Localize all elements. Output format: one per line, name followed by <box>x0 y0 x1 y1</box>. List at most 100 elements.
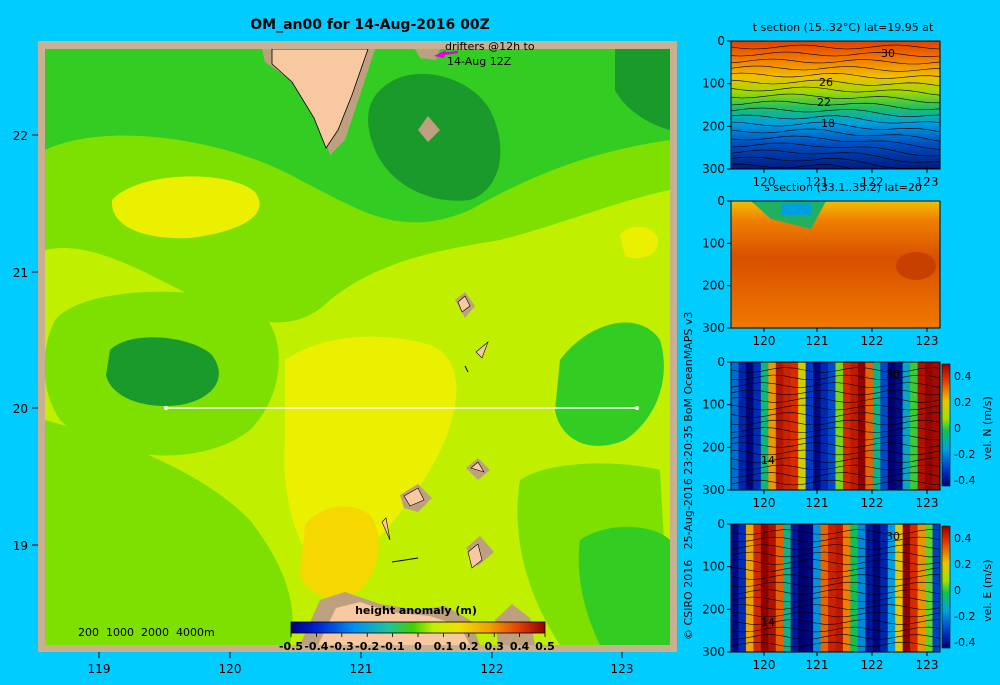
isotherm-line <box>731 472 940 478</box>
sea-band-lime-lower <box>45 420 293 645</box>
section-lon-tick-label: 120 <box>753 658 776 672</box>
height-anomaly-tick-label: -0.4 <box>304 640 328 653</box>
isotherm-line <box>731 65 940 72</box>
height-anomaly-colorbar <box>290 621 546 634</box>
section-frame <box>730 40 941 170</box>
isotherm-line <box>731 442 940 448</box>
height-anomaly-tick-label: 0.2 <box>459 640 479 653</box>
depth-tick-label: 0 <box>717 34 725 48</box>
depth-tick-label: 0 <box>717 517 725 531</box>
velocity-column <box>790 524 799 652</box>
velocity-column <box>887 362 896 490</box>
depth-tick-label: 200 <box>702 602 725 616</box>
lat-tick-label: 21 <box>13 266 28 280</box>
section-lon-tick-label: 121 <box>806 658 829 672</box>
land-island-1 <box>418 116 440 142</box>
isotherm-line <box>731 457 940 463</box>
velocity-column <box>917 524 926 652</box>
velocity-column <box>842 362 851 490</box>
sea-warm-west <box>111 176 260 239</box>
velocity-column <box>768 524 777 652</box>
contour-label: 30 <box>881 47 895 60</box>
land-island-6 <box>381 517 391 541</box>
depth-tick-label: 300 <box>702 483 725 497</box>
islet-line-2 <box>464 365 469 373</box>
height-anomaly-tick-label: 0.1 <box>434 640 454 653</box>
velocity-column <box>813 362 822 490</box>
velocity-tick-label: -0.4 <box>954 636 975 649</box>
velocity-column <box>835 362 844 490</box>
section-lon-tick-label: 123 <box>916 496 939 510</box>
isotherm-line <box>731 163 854 169</box>
velocity-column <box>805 362 814 490</box>
velocity-column <box>753 524 762 652</box>
section-lon-tick-label: 122 <box>861 658 884 672</box>
isotherm-line <box>731 86 940 96</box>
isotherm-line <box>731 419 940 426</box>
drifter-arrow-icon <box>434 50 446 58</box>
velocity-tick-label: 0 <box>954 422 961 435</box>
depth-tick-label: 0 <box>717 194 725 208</box>
isotherm-line <box>731 434 940 441</box>
land-island-2-core <box>457 295 471 313</box>
section-frame <box>730 523 941 653</box>
isotherm-line <box>731 529 940 535</box>
isotherm-line <box>731 559 940 565</box>
lon-tick-label: 123 <box>611 662 634 676</box>
isotherm-line <box>731 389 940 396</box>
section-title: s section (33.1..35.2) lat=20 <box>764 181 922 194</box>
section-lon-tick-label: 121 <box>806 175 829 189</box>
height-anomaly-ticks: -0.5 -0.4 -0.3 -0.2 -0.1 0 0.1 0.2 0.3 0.4 0.5 <box>279 633 555 653</box>
section-lon-tick-label: 122 <box>861 496 884 510</box>
velocity-column <box>738 524 747 652</box>
section-panel-vn: 30 14 0 100 200 300 120 121 122 123 0.4 0.2 0 -0.2 -0.… <box>702 355 994 510</box>
velocity-column <box>768 362 777 490</box>
isotherm-line <box>731 479 940 486</box>
sea-eddy-west-dark <box>106 337 219 406</box>
velocity-column <box>865 524 874 652</box>
isotherm-line <box>731 641 940 648</box>
depth-legend: 200 1000 2000 4000m <box>78 626 215 639</box>
isotherm-line <box>731 114 940 124</box>
velocity-column <box>760 362 769 490</box>
height-anomaly-tick-label: 0 <box>414 640 422 653</box>
contour-label: 30 <box>886 368 900 381</box>
isotherm-line <box>731 581 940 588</box>
isotherm-line <box>731 135 940 150</box>
section-frame <box>730 361 941 491</box>
sea-eddy-northeast <box>615 49 670 130</box>
height-anomaly-field <box>45 49 670 645</box>
land-island-7-core <box>467 543 483 569</box>
isotherm-line <box>731 100 940 111</box>
velocity-column <box>790 362 799 490</box>
velocity-tick-label: -0.2 <box>954 610 975 623</box>
depth-tick-label: 100 <box>702 560 725 574</box>
velocity-column <box>783 362 792 490</box>
section-lon-tick-label: 121 <box>806 334 829 348</box>
velocity-tick-label: 0.2 <box>954 558 972 571</box>
section-panels: 30 26 22 18 t section (15..32°C) lat=19.95 a… <box>702 21 994 672</box>
velocity-column <box>798 524 807 652</box>
sea-eddy-east-dark <box>555 322 664 446</box>
velocity-column <box>880 362 889 490</box>
velocity-column <box>887 524 896 652</box>
depth-tick-label: 100 <box>702 398 725 412</box>
velocity-column <box>932 524 940 652</box>
velocity-column <box>917 362 926 490</box>
salinity-fresh-patch <box>781 203 811 215</box>
depth-tick-label: 300 <box>702 645 725 659</box>
velocity-column <box>731 524 739 652</box>
velocity-column <box>775 362 784 490</box>
isotherm-line <box>731 121 940 133</box>
velocity-column <box>745 524 754 652</box>
credit-text: © CSIRO 2016 25-Aug-2016 23:20:35 BoM Oc… <box>682 312 695 640</box>
contour-label: 14 <box>761 454 775 467</box>
depth-tick-label: 100 <box>702 77 725 91</box>
isotherm-line <box>731 367 940 373</box>
contour-label: 14 <box>761 616 775 629</box>
isotherm-line <box>731 619 940 625</box>
velocity-tick-label: -0.2 <box>954 448 975 461</box>
velocity-column <box>760 524 769 652</box>
section-line-end <box>635 406 639 410</box>
